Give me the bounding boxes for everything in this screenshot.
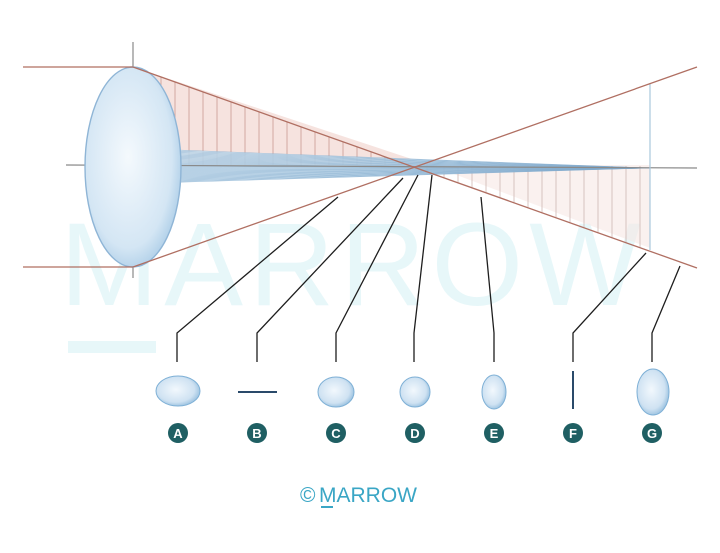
- badge-e: E: [484, 423, 504, 443]
- leader-line-c: [335, 174, 419, 362]
- badge-d-label: D: [410, 426, 419, 441]
- rays: [23, 66, 698, 269]
- cross-section-d-circle: [399, 376, 431, 408]
- footer-brand: © MARROW: [300, 484, 417, 508]
- lens: [84, 66, 182, 268]
- badge-a-circle: [168, 423, 188, 443]
- vertical-fan-fill-near: [133, 67, 430, 165]
- cross-section-a-horizontal-ellipse: [155, 375, 201, 407]
- badge-b-circle: [247, 423, 267, 443]
- cross-sections: [155, 368, 670, 416]
- badge-f-circle: [563, 423, 583, 443]
- leader-line-a: [176, 196, 339, 362]
- badge-d: D: [405, 423, 425, 443]
- badge-c: C: [326, 423, 346, 443]
- badge-g-circle: [642, 423, 662, 443]
- vertical-meridian-fan: [133, 67, 650, 248]
- footer-brand-underline: [321, 506, 333, 508]
- leader-line-d: [413, 174, 433, 362]
- badge-g: G: [642, 423, 662, 443]
- cross-section-c-horizontal-ellipse: [317, 376, 355, 408]
- badge-b: B: [247, 423, 267, 443]
- footer-brand-name: MARROW: [319, 484, 417, 507]
- leader-lines: [176, 174, 681, 362]
- badge-c-circle: [326, 423, 346, 443]
- badge-a: A: [168, 423, 188, 443]
- label-badges: A B C D E F G: [168, 423, 662, 443]
- badge-g-label: G: [647, 426, 657, 441]
- ray-bottom-converging: [132, 66, 698, 268]
- leader-line-e: [480, 196, 495, 362]
- badge-e-circle: [484, 423, 504, 443]
- cross-section-g-vertical-ellipse: [636, 368, 670, 416]
- badge-e-label: E: [490, 426, 499, 441]
- leader-line-g: [651, 265, 681, 362]
- cross-section-e-vertical-ellipse: [481, 374, 507, 410]
- horizontal-fan-hatch-line: [177, 149, 651, 169]
- watermark-underline: [68, 341, 156, 353]
- vertical-fan-fill-far: [430, 165, 650, 248]
- badge-c-label: C: [331, 426, 341, 441]
- badge-b-label: B: [252, 426, 261, 441]
- badge-d-circle: [405, 423, 425, 443]
- badge-f-label: F: [569, 426, 577, 441]
- footer-copyright-symbol: ©: [300, 484, 316, 507]
- leader-line-f: [572, 252, 647, 362]
- badge-a-label: A: [173, 426, 183, 441]
- badge-f: F: [563, 423, 583, 443]
- leader-line-b: [256, 177, 404, 362]
